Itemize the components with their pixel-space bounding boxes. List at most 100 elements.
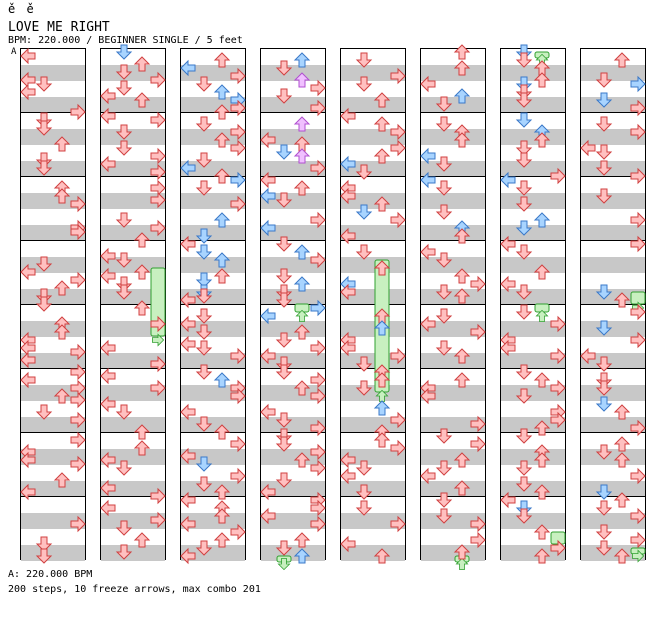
measure-line [581, 368, 645, 369]
up-arrow-icon [373, 196, 391, 212]
beat-band [101, 513, 165, 529]
beat-band [581, 449, 645, 465]
left-arrow-icon [100, 87, 116, 105]
right-arrow-icon [150, 315, 166, 333]
up-arrow-icon [293, 324, 311, 340]
left-arrow-icon [340, 107, 356, 125]
up-arrow-icon [293, 532, 311, 548]
down-arrow-icon [275, 236, 293, 252]
down-arrow-icon [515, 112, 533, 128]
up-arrow-icon [533, 72, 551, 88]
beat-band [421, 321, 485, 337]
down-arrow-icon [115, 44, 133, 60]
beat-band [341, 513, 405, 529]
right-arrow-icon [310, 299, 326, 317]
measure-line [341, 112, 405, 113]
measure-line [101, 112, 165, 113]
down-arrow-icon [275, 436, 293, 452]
right-arrow-icon [310, 211, 326, 229]
down-arrow-icon [195, 152, 213, 168]
beat-band [501, 353, 565, 369]
right-arrow-icon [550, 347, 566, 365]
down-arrow-icon [515, 92, 533, 108]
down-arrow-icon [195, 228, 213, 244]
right-arrow-icon [550, 167, 566, 185]
measure-line [261, 240, 325, 241]
down-arrow-icon [195, 116, 213, 132]
beat-band [341, 449, 405, 465]
up-arrow-icon [293, 52, 311, 68]
right-arrow-icon [150, 71, 166, 89]
right-arrow-icon [70, 195, 86, 213]
up-arrow-icon [373, 148, 391, 164]
right-arrow-icon [390, 139, 406, 157]
beat-band [21, 417, 85, 433]
right-arrow-icon [230, 347, 246, 365]
down-arrow-icon [435, 204, 453, 220]
left-arrow-icon [580, 139, 596, 157]
beat-band [181, 65, 245, 81]
up-arrow-icon [213, 104, 231, 120]
right-arrow-icon [150, 487, 166, 505]
left-arrow-icon [180, 335, 196, 353]
beat-band [501, 289, 565, 305]
right-arrow-icon [470, 415, 486, 433]
beat-band [581, 545, 645, 561]
measure-line [501, 368, 565, 369]
up-arrow-icon [53, 136, 71, 152]
measure-line [341, 368, 405, 369]
measure-line [181, 176, 245, 177]
up-arrow-icon [613, 452, 631, 468]
right-arrow-icon [390, 67, 406, 85]
left-arrow-icon [100, 339, 116, 357]
down-arrow-icon [195, 288, 213, 304]
beat-band [181, 161, 245, 177]
beat-band [341, 417, 405, 433]
beat-band [421, 97, 485, 113]
beat-band [581, 97, 645, 113]
up-arrow-icon [53, 324, 71, 340]
beat-band [501, 385, 565, 401]
freeze-arrow-end [455, 557, 469, 571]
left-arrow-icon [580, 347, 596, 365]
beat-band [341, 193, 405, 209]
right-arrow-icon [550, 315, 566, 333]
down-arrow-icon [435, 492, 453, 508]
measure-line [21, 304, 85, 305]
beat-band [341, 225, 405, 241]
beat-band [581, 513, 645, 529]
measure-line [501, 176, 565, 177]
left-arrow-icon [180, 403, 196, 421]
right-arrow-icon [390, 347, 406, 365]
beat-band [421, 161, 485, 177]
down-arrow-icon [195, 340, 213, 356]
measure-line [421, 112, 485, 113]
down-arrow-icon [515, 476, 533, 492]
left-arrow-icon [420, 171, 436, 189]
down-arrow-icon [115, 544, 133, 560]
measure-line [261, 368, 325, 369]
up-arrow-icon [533, 132, 551, 148]
down-arrow-icon [595, 92, 613, 108]
left-arrow-icon [180, 315, 196, 333]
up-arrow-icon [213, 268, 231, 284]
down-arrow-icon [355, 76, 373, 92]
up-arrow-icon [613, 404, 631, 420]
right-arrow-icon [310, 251, 326, 269]
beat-band [101, 65, 165, 81]
left-arrow-icon [260, 131, 276, 149]
down-arrow-icon [435, 340, 453, 356]
down-arrow-icon [275, 144, 293, 160]
left-arrow-icon [100, 267, 116, 285]
beat-band [101, 353, 165, 369]
left-arrow-icon [20, 83, 36, 101]
up-arrow-icon [533, 372, 551, 388]
down-arrow-icon [515, 388, 533, 404]
right-arrow-icon [230, 467, 246, 485]
right-arrow-icon [390, 123, 406, 141]
beat-band [501, 97, 565, 113]
beat-band [421, 385, 485, 401]
beat-band [101, 321, 165, 337]
beat-band [421, 417, 485, 433]
up-arrow-icon [453, 132, 471, 148]
